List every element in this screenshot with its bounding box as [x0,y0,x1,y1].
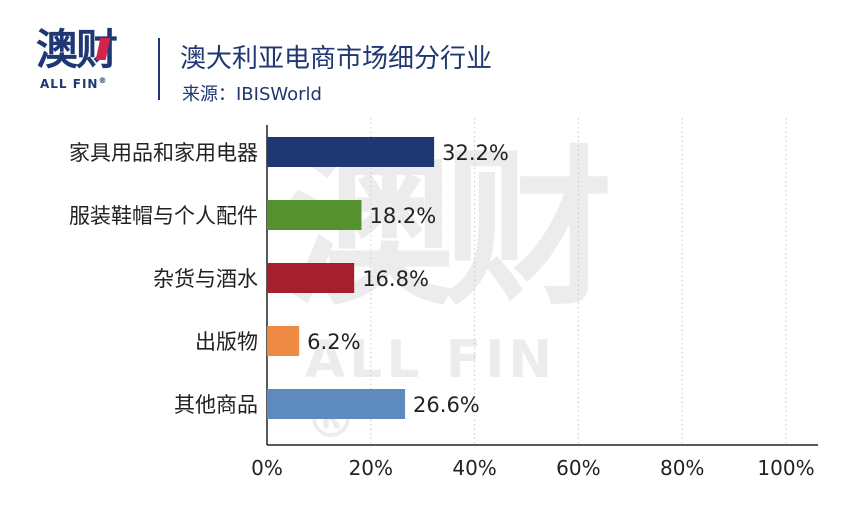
bar [267,137,435,167]
logo-text-en: ALL FIN® [40,76,136,91]
header-divider [158,38,160,100]
x-tick-label: 100% [757,456,814,480]
category-label: 其他商品 [174,393,258,417]
chart-title: 澳大利亚电商市场细分行业 [180,44,493,74]
chart-source: 来源：IBISWorld [182,84,322,105]
bar [267,389,406,419]
data-label: 26.6% [413,393,480,417]
data-label: 16.8% [362,267,429,291]
logo: 澳财 ALL FIN® [36,28,136,106]
data-label: 6.2% [307,330,360,354]
bar [267,263,355,293]
x-tick-label: 20% [349,456,393,480]
category-label: 家具用品和家用电器 [69,141,258,165]
x-tick-label: 0% [251,456,283,480]
category-label: 杂货与酒水 [153,267,258,291]
x-tick-label: 80% [660,456,704,480]
bar [267,200,362,230]
logo-text-en-name: ALL FIN [40,77,99,91]
x-tick-label: 40% [452,456,496,480]
data-label: 32.2% [442,141,509,165]
logo-registered-mark: ® [98,76,108,85]
category-label: 出版物 [195,330,258,354]
category-label: 服装鞋帽与个人配件 [69,204,258,228]
data-label: 18.2% [369,204,436,228]
bar [267,326,300,356]
x-tick-label: 60% [556,456,600,480]
